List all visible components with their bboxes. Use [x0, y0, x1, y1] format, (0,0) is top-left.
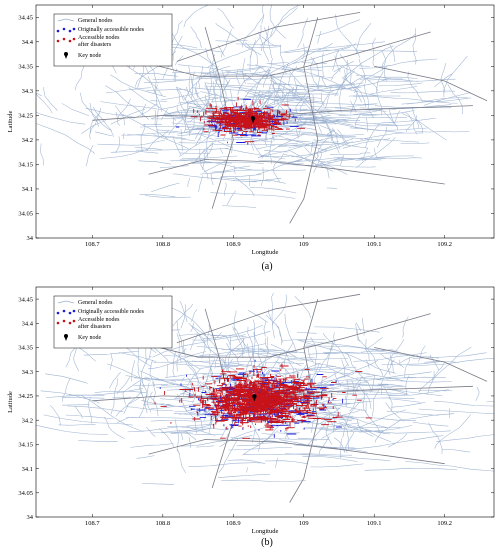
legend-key-label: Key node — [78, 335, 101, 341]
legend-key-label: Key node — [78, 53, 101, 59]
y-tick-label: 34.25 — [18, 113, 33, 120]
legend-red-swatch — [72, 319, 76, 323]
axes-frame — [35, 286, 495, 518]
x-tick-label: 109.1 — [367, 241, 382, 248]
legend: General nodes Originally accessible nodes… — [53, 13, 173, 67]
legend-general-label: General nodes — [78, 18, 113, 24]
legend-blue-swatch — [72, 309, 76, 313]
legend-general-swatch — [57, 18, 75, 22]
y-tick-label: 34.4 — [22, 321, 34, 328]
legend-blue-swatch — [62, 309, 66, 313]
y-tick-label: 34.45 — [18, 14, 33, 21]
key-node-pin — [251, 119, 255, 124]
x-tick-label: 109.1 — [367, 520, 382, 527]
general-nodes — [36, 5, 471, 208]
legend-blue-label: Originally accessible nodes — [78, 27, 145, 33]
axes-frame — [35, 4, 495, 239]
x-tick-label: 109.2 — [437, 241, 452, 248]
y-axis-label: Latitude — [7, 111, 14, 133]
y-tick-label: 34.2 — [22, 417, 33, 424]
x-tick-label: 108.9 — [226, 520, 241, 527]
legend-red-swatch — [62, 37, 66, 41]
y-tick-label: 34.05 — [18, 211, 33, 218]
legend-red-label-1: Accessible nodes — [78, 317, 120, 323]
panel-caption: (a) — [261, 261, 272, 272]
y-tick-label: 34 — [27, 235, 34, 242]
legend-red-swatch — [72, 37, 76, 41]
y-tick-label: 34.15 — [18, 442, 33, 449]
legend-blue-swatch — [68, 311, 72, 315]
legend-general-swatch — [57, 300, 75, 304]
x-axis-label: Longitude — [252, 528, 279, 535]
legend-red-swatch — [62, 319, 66, 323]
x-tick-label: 108.7 — [85, 520, 100, 527]
road-network — [36, 5, 488, 224]
legend-red-label-2: after disasters — [78, 41, 112, 48]
legend-red-swatch — [68, 39, 72, 43]
legend-blue-swatch — [56, 311, 60, 315]
y-tick-label: 34.35 — [18, 345, 33, 352]
y-tick-label: 34.4 — [22, 39, 34, 46]
legend-general-label: General nodes — [78, 300, 113, 306]
legend: General nodes Originally accessible nodes… — [53, 295, 173, 349]
legend-blue-swatch — [72, 27, 76, 31]
y-tick-label: 34.2 — [22, 137, 33, 144]
x-axis-label: Longitude — [252, 249, 279, 256]
x-tick-label: 108.8 — [156, 241, 171, 248]
y-tick-label: 34.1 — [22, 466, 33, 473]
accessible-nodes-after-disasters — [154, 363, 373, 439]
legend-red-swatch — [68, 321, 72, 325]
road-network — [36, 292, 494, 503]
legend-blue-label: Originally accessible nodes — [78, 309, 145, 315]
y-tick-label: 34.3 — [22, 369, 33, 376]
chart-panel-b: 108.7 108.8 108.9 109 109.1 109.2 34 34.05 34.1 3… — [7, 286, 495, 548]
y-tick-label: 34.3 — [22, 88, 33, 95]
legend-blue-swatch — [68, 29, 72, 33]
y-tick-label: 34.35 — [18, 64, 33, 71]
legend-key-pin — [64, 55, 68, 59]
chart-panel-a: 108.7 108.8 108.9 109 109.1 109.2 34 34.05 34.1 3… — [7, 4, 495, 272]
y-tick-label: 34.25 — [18, 393, 33, 400]
key-node-pin — [252, 397, 257, 402]
legend-red-swatch — [56, 321, 60, 325]
legend-red-label-1: Accessible nodes — [78, 35, 120, 41]
accessible-nodes-after-disasters — [190, 96, 305, 144]
x-tick-label: 109 — [299, 241, 309, 248]
x-tick-label: 109 — [299, 520, 309, 527]
legend-blue-swatch — [62, 27, 66, 31]
y-tick-label: 34 — [27, 514, 34, 521]
legend-red-swatch — [56, 39, 60, 43]
legend-red-label-2: after disasters — [78, 323, 112, 330]
panel-caption: (b) — [261, 537, 273, 548]
x-tick-label: 108.9 — [226, 241, 241, 248]
y-tick-label: 34.45 — [18, 296, 33, 303]
x-tick-label: 108.8 — [156, 520, 171, 527]
y-tick-label: 34.05 — [18, 490, 33, 497]
x-tick-label: 109.2 — [437, 520, 452, 527]
legend-blue-swatch — [56, 29, 60, 33]
y-tick-label: 34.15 — [18, 162, 33, 169]
legend-key-pin — [64, 337, 68, 341]
y-axis-label: Latitude — [7, 391, 14, 413]
x-tick-label: 108.7 — [85, 241, 100, 248]
y-tick-label: 34.1 — [22, 186, 33, 193]
